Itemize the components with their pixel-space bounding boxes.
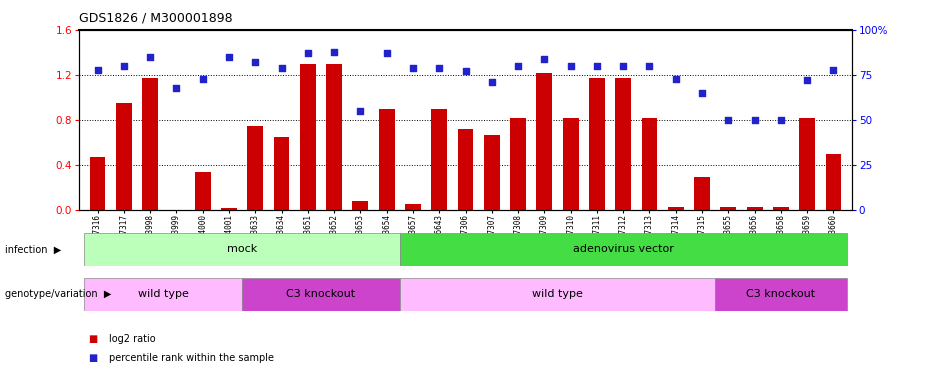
Point [826,67,841,73]
Bar [274,137,290,210]
Point [589,63,604,69]
Bar [536,73,552,210]
Bar [715,278,846,311]
Bar [248,126,263,210]
Bar [800,118,815,210]
Point [196,76,210,82]
Text: ■: ■ [88,353,98,363]
Text: percentile rank within the sample: percentile rank within the sample [109,353,274,363]
Point [642,63,657,69]
Bar [826,154,842,210]
Point [537,56,552,62]
Point [116,63,131,69]
Text: ■: ■ [88,334,98,344]
Bar [589,78,605,210]
Text: genotype/variation  ▶: genotype/variation ▶ [5,290,111,299]
Point [800,77,815,83]
Bar [221,208,236,210]
Text: GDS1826 / M300001898: GDS1826 / M300001898 [79,11,233,24]
Bar [242,278,399,311]
Bar [300,64,316,210]
Point [248,59,263,65]
Point [668,76,683,82]
Point [379,50,394,56]
Point [774,117,789,123]
Bar [431,109,447,210]
Bar [562,118,578,210]
Bar [668,207,683,210]
Bar [379,109,395,210]
Bar [405,204,421,210]
Point [484,79,499,85]
Point [458,68,473,74]
Bar [326,64,342,210]
Text: infection  ▶: infection ▶ [5,244,61,254]
Point [327,49,342,55]
Point [721,117,735,123]
Text: C3 knockout: C3 knockout [747,290,816,299]
Bar [353,201,369,210]
Text: mock: mock [227,244,257,254]
Point [274,65,289,71]
Point [90,67,105,73]
Bar [641,118,657,210]
Bar [773,207,789,210]
Point [695,90,709,96]
Point [748,117,762,123]
Bar [615,78,631,210]
Point [169,85,183,91]
Point [406,65,421,71]
Bar [399,278,715,311]
Bar [510,118,526,210]
Bar [484,135,500,210]
Text: C3 knockout: C3 knockout [287,290,356,299]
Bar [89,157,105,210]
Text: adenovirus vector: adenovirus vector [573,244,674,254]
Point [432,65,447,71]
Bar [458,129,473,210]
Bar [695,177,710,210]
Bar [721,207,736,210]
Point [301,50,316,56]
Bar [142,78,158,210]
Bar [195,172,210,210]
Bar [399,232,846,266]
Text: wild type: wild type [532,290,583,299]
Point [142,54,157,60]
Bar [116,103,131,210]
Text: wild type: wild type [138,290,189,299]
Point [563,63,578,69]
Bar [85,232,399,266]
Bar [747,207,762,210]
Point [353,108,368,114]
Point [615,63,630,69]
Point [222,54,236,60]
Text: log2 ratio: log2 ratio [109,334,155,344]
Point [510,63,525,69]
Bar [85,278,242,311]
